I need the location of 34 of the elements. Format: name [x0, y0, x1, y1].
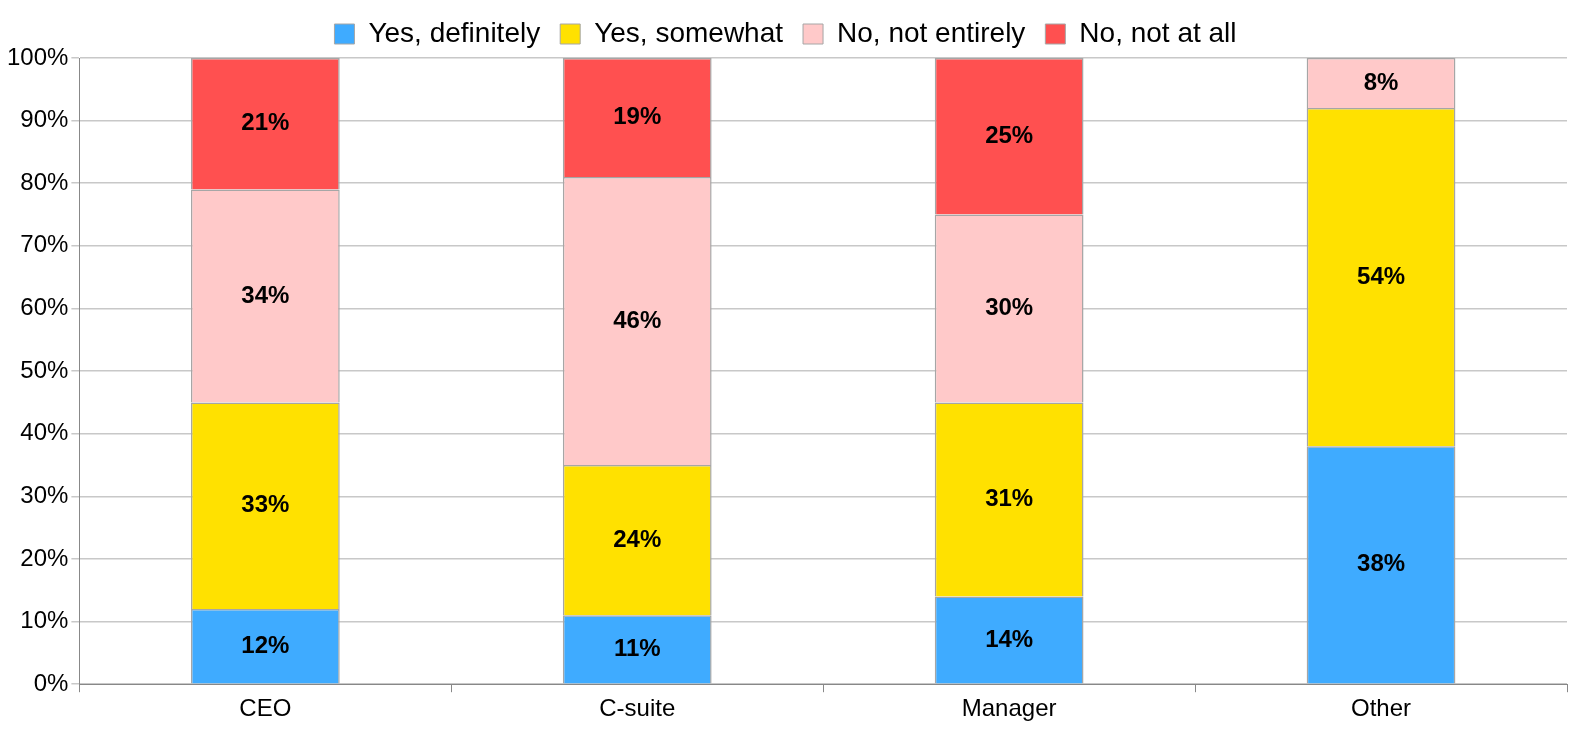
- data-label: 25%: [985, 120, 1034, 148]
- legend-label: Yes, somewhat: [594, 16, 784, 48]
- legend-label: Yes, definitely: [368, 16, 541, 48]
- data-label: 54%: [1357, 261, 1406, 289]
- y-tick-label: 70%: [20, 230, 69, 258]
- legend-label: No, not entirely: [837, 16, 1026, 48]
- y-tick-label: 50%: [20, 355, 69, 383]
- data-label: 11%: [613, 634, 661, 662]
- data-label: 24%: [613, 524, 662, 552]
- y-tick-label: 80%: [20, 167, 69, 195]
- y-tick-label: 10%: [20, 606, 69, 634]
- y-tick-label: 30%: [20, 480, 69, 508]
- y-tick-label: 40%: [20, 418, 69, 446]
- legend-label: No, not at all: [1079, 16, 1237, 48]
- data-label: 12%: [241, 630, 290, 658]
- data-label: 19%: [613, 102, 662, 130]
- y-tick-label: 20%: [20, 543, 69, 571]
- y-tick-label: 90%: [20, 105, 69, 133]
- data-label: 46%: [613, 305, 662, 333]
- data-label: 14%: [985, 624, 1034, 652]
- y-tick-label: 60%: [20, 293, 69, 321]
- x-tick-label: Other: [1351, 694, 1412, 722]
- data-label: 30%: [985, 293, 1034, 321]
- x-tick-label: Manager: [961, 694, 1057, 722]
- data-label: 33%: [241, 490, 290, 518]
- data-label: 31%: [985, 484, 1034, 512]
- data-label: 21%: [241, 108, 290, 136]
- x-tick-label: CEO: [239, 694, 292, 722]
- y-tick-label: 100%: [6, 42, 69, 70]
- x-tick-label: C-suite: [599, 694, 676, 722]
- y-tick-label: 0%: [33, 668, 69, 696]
- data-label: 38%: [1357, 549, 1406, 577]
- data-label: 8%: [1363, 67, 1399, 95]
- data-label: 34%: [241, 280, 290, 308]
